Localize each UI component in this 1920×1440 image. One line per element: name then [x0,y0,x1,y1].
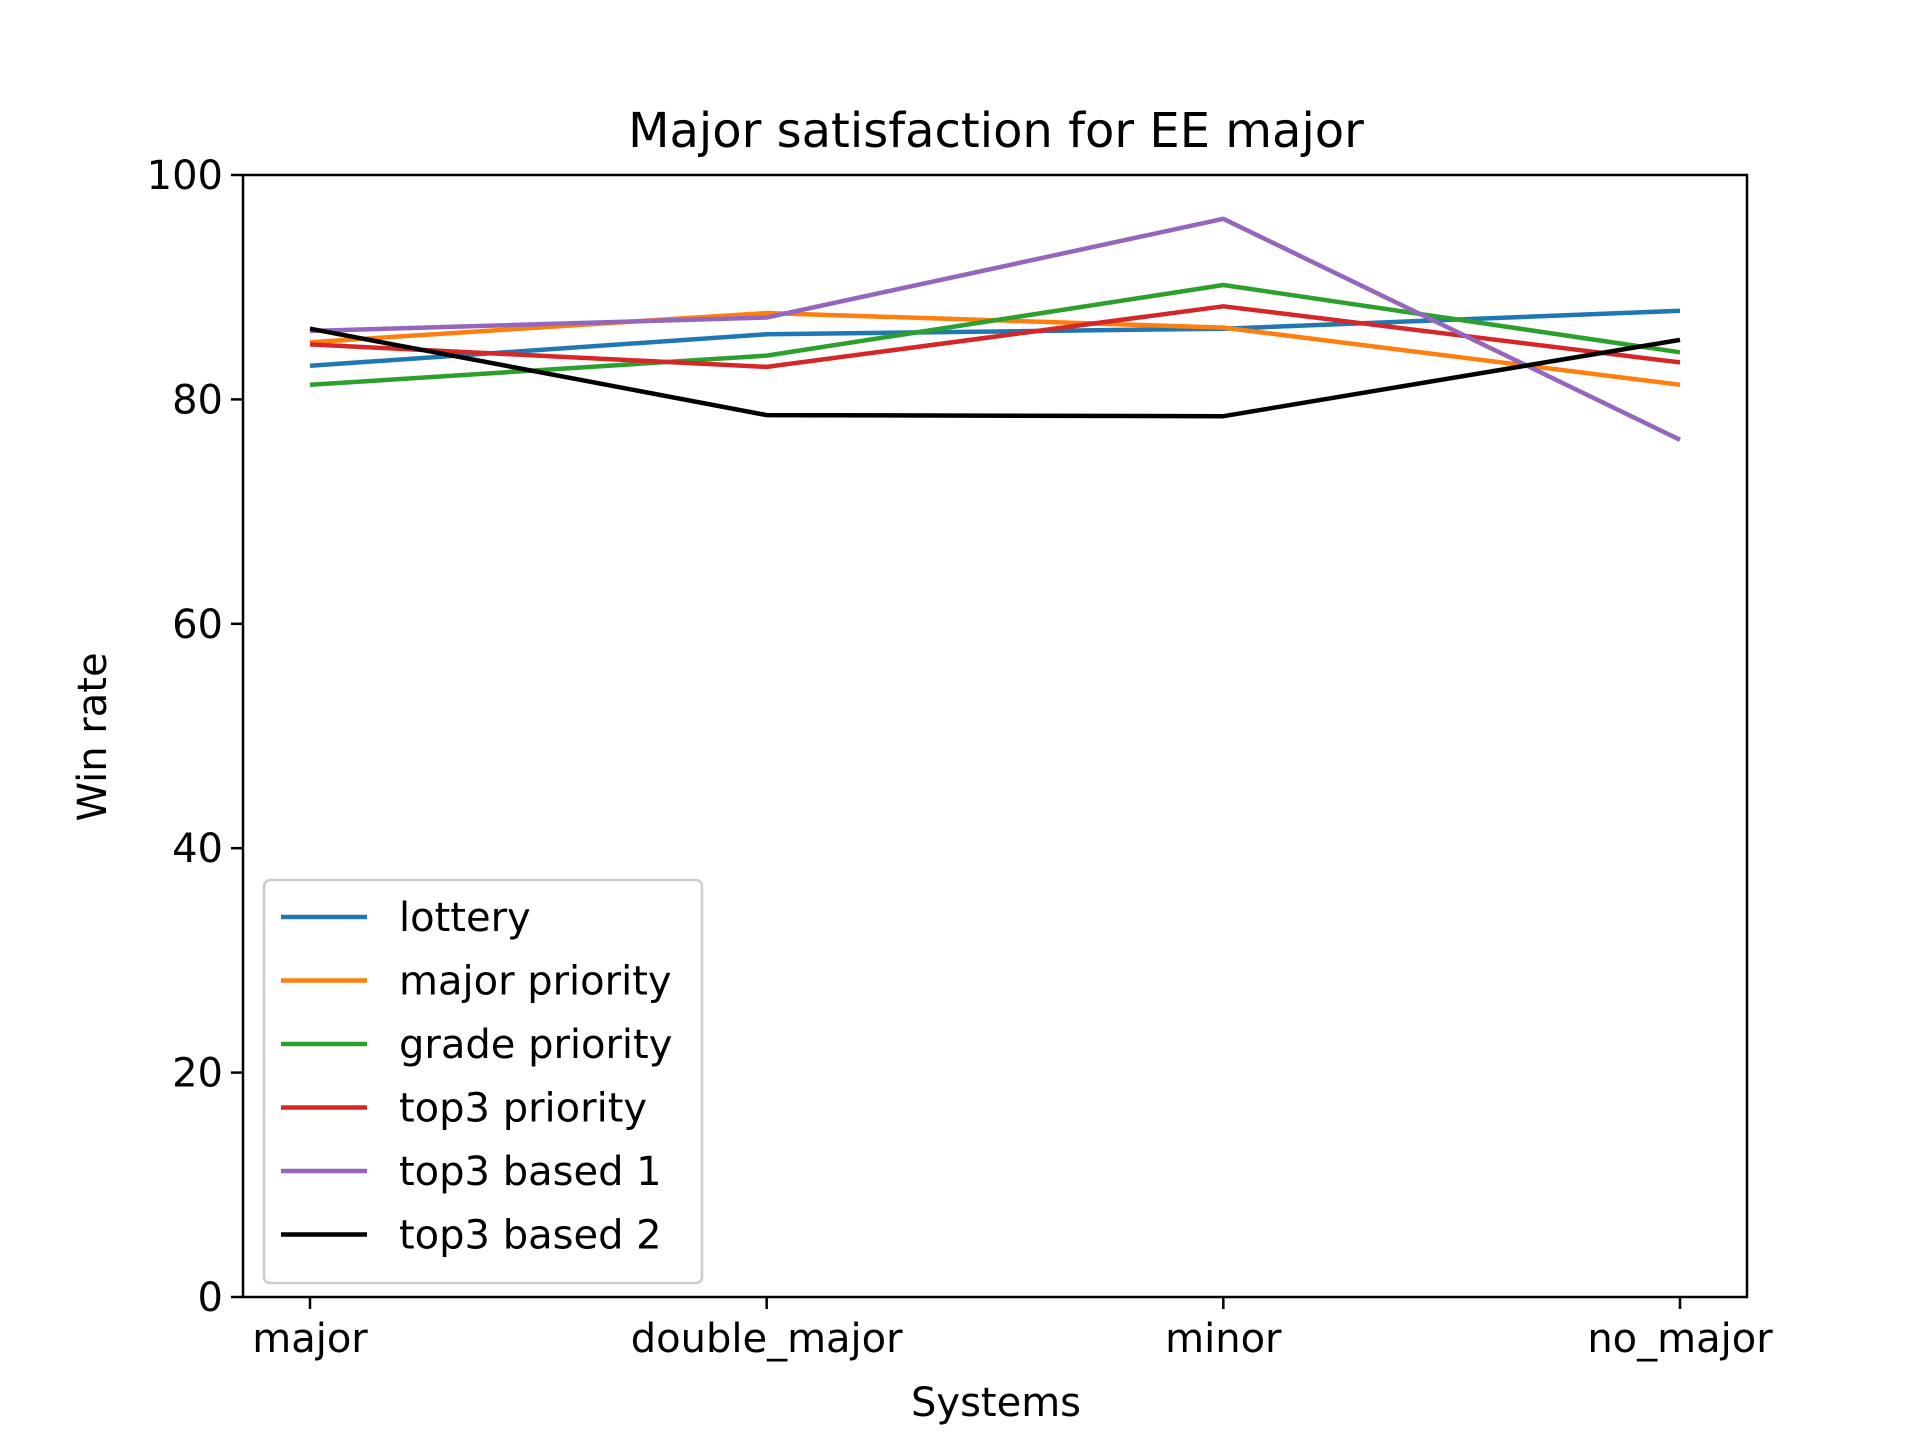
x-tick-label: double_major [631,1316,903,1362]
x-axis: major double_major minor no_major [252,1297,1773,1362]
legend: lottery major priority grade priority top3 … [262,878,704,1285]
x-tick-label: no_major [1587,1316,1773,1362]
x-tick-label: minor [1165,1316,1282,1362]
series-line-top3-priority [309,304,1681,370]
legend-label: major priority [399,959,672,1005]
y-tick-label: 100 [147,153,223,199]
legend-box [262,878,704,1285]
y-tick-label: 20 [172,1051,223,1097]
x-tick-label: major [252,1316,368,1362]
y-tick-label: 60 [172,602,223,648]
legend-label: lottery [399,895,531,941]
chart-title: Major satisfaction for EE major [628,103,1364,159]
series-line-top3-based-1 [309,216,1681,442]
legend-label: top3 based 1 [399,1149,662,1195]
y-axis: 0 20 40 60 80 100 [147,153,243,1321]
y-tick-label: 40 [172,826,223,872]
legend-label: top3 priority [399,1086,647,1132]
series-line-top3-based-2 [309,326,1681,419]
plot-area [309,216,1681,442]
y-axis-label: Win rate [70,652,116,821]
y-tick-label: 0 [198,1275,223,1321]
plot-frame [241,173,1749,1299]
y-tick-label: 80 [172,377,223,423]
legend-label: top3 based 2 [399,1213,662,1259]
x-axis-label: Systems [911,1380,1081,1426]
legend-label: grade priority [399,1022,672,1068]
